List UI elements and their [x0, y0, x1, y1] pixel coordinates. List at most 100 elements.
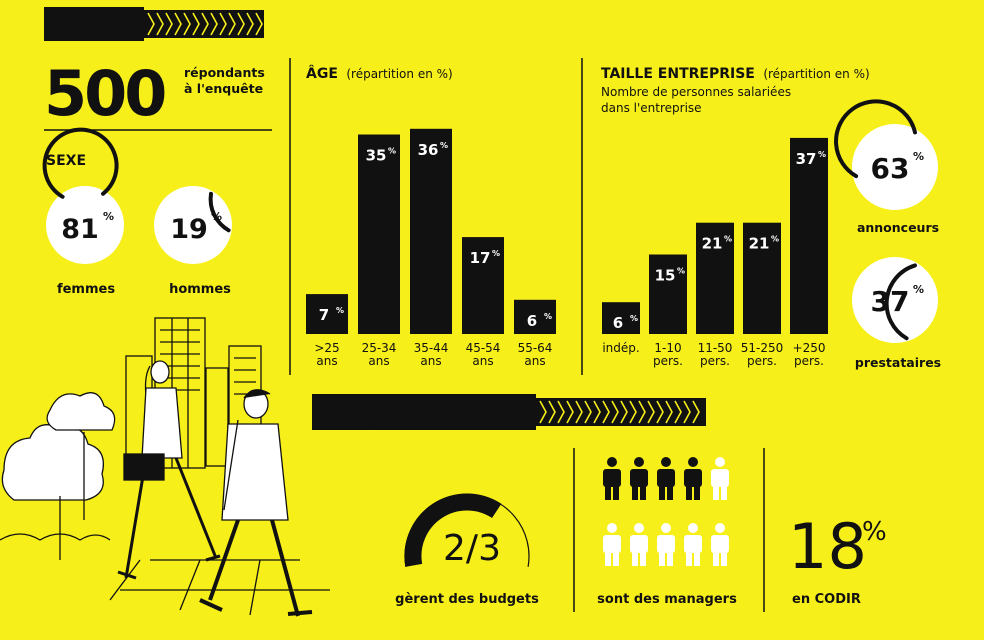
- track2-tread-12: [647, 400, 655, 424]
- age-tick-label-2-1: ans: [420, 354, 441, 368]
- age-tick-label-3-0: 45-54: [466, 341, 501, 355]
- track1-tread-3: [174, 12, 182, 36]
- age-bar-label-1: 35: [366, 147, 387, 165]
- budgets-value: 2/3: [443, 528, 501, 569]
- track2-tread-10: [629, 400, 637, 424]
- men-donut: 19 %: [154, 186, 232, 264]
- size-tick-label-2-0: 11-50: [698, 341, 733, 355]
- track1-tread-6: [201, 12, 209, 36]
- advertisers-donut-arc: [834, 99, 917, 179]
- age-chart-subtitle: (répartition en %): [346, 67, 452, 81]
- track1-tread-9: [228, 12, 236, 36]
- track1-tread-10: [237, 12, 245, 36]
- women-label: femmes: [57, 282, 115, 297]
- advertisers-percent-sign: %: [913, 150, 924, 163]
- person-icon-1-0: [603, 523, 621, 566]
- women-percent-value: 81: [61, 214, 99, 245]
- person-icon-1-1: [630, 523, 648, 566]
- men-label: hommes: [169, 282, 231, 297]
- providers-percent-value: 37: [871, 285, 910, 318]
- track1-tread-0: [147, 12, 155, 36]
- track2-tread-5: [584, 400, 592, 424]
- size-bar-label-3: 21: [749, 235, 770, 253]
- managers-pictogram: [603, 457, 729, 566]
- size-bar-label-0: 6: [613, 314, 623, 332]
- person-icon-1-4: [711, 523, 729, 566]
- track1-tread-5: [192, 12, 200, 36]
- track2-tread-1: [548, 400, 556, 424]
- size-chart-title-main: TAILLE ENTREPRISE: [601, 66, 755, 82]
- track2-tread-7: [602, 400, 610, 424]
- track2-tread-8: [611, 400, 619, 424]
- size-bar-unit-4: %: [818, 150, 826, 159]
- track2-tread-3: [566, 400, 574, 424]
- providers-donut-disc: [852, 257, 938, 343]
- track1-band: [144, 10, 264, 38]
- size-tick-label-3-0: 51-250: [741, 341, 784, 355]
- person-icon-0-1: [630, 457, 648, 500]
- providers-donut: 37 %: [852, 257, 938, 343]
- age-tick-label-4-1: ans: [524, 354, 545, 368]
- man-walking-illustration: [199, 389, 313, 617]
- city-illustration: [0, 317, 330, 617]
- person-icon-1-3: [684, 523, 702, 566]
- age-bar-unit-1: %: [388, 147, 396, 156]
- person-icon-0-0: [603, 457, 621, 500]
- age-bar-3: [462, 237, 504, 334]
- person-icon-1-2: [657, 523, 675, 566]
- track2-tread-15: [674, 400, 682, 424]
- advertisers-donut-disc: [852, 124, 938, 210]
- track2-tread-4: [575, 400, 583, 424]
- size-bar-4: [790, 137, 828, 334]
- track1-tread-2: [165, 12, 173, 36]
- tire-track-decoration: [144, 10, 264, 38]
- profil-title-bar: [44, 7, 144, 41]
- sexe-title: SEXE: [46, 153, 86, 169]
- size-tick-label-1-0: 1-10: [654, 341, 681, 355]
- size-tick-label-4-0: +250: [793, 341, 826, 355]
- respondents-label-line2: à l'enquête: [184, 81, 263, 96]
- age-bar-0: [306, 294, 348, 334]
- track2-tread-11: [638, 400, 646, 424]
- track1-tread-1: [156, 12, 164, 36]
- responsibilities-title: Responsabilités: [324, 402, 520, 427]
- woman-walking-illustration: [117, 360, 221, 580]
- size-chart-note-line2: dans l'entreprise: [601, 101, 702, 115]
- men-percent-value: 19: [170, 214, 208, 245]
- age-bar-unit-4: %: [544, 312, 552, 321]
- person-icon-0-3: [684, 457, 702, 500]
- track1-tread-4: [183, 12, 191, 36]
- age-bar-2: [410, 128, 452, 334]
- age-chart-title-main: ÂGE: [306, 65, 338, 82]
- track2-tread-13: [656, 400, 664, 424]
- track2-tread-6: [593, 400, 601, 424]
- age-bar-label-4: 6: [527, 312, 537, 330]
- managers-label: sont des managers: [597, 592, 737, 607]
- track1-tread-8: [219, 12, 227, 36]
- size-bar-label-2: 21: [702, 235, 723, 253]
- responsibilities-title-bar: [312, 394, 536, 430]
- track2-tread-17: [692, 400, 700, 424]
- size-bar-unit-1: %: [677, 267, 685, 276]
- size-tick-label-2-1: pers.: [700, 354, 730, 368]
- profil-header: Profil: [44, 7, 264, 41]
- respondents-label-line1: répondants: [184, 65, 265, 80]
- age-bar-1: [358, 134, 400, 334]
- size-tick-label-0-0: indép.: [602, 341, 639, 355]
- age-tick-label-0-1: ans: [316, 354, 337, 368]
- codir-value: 18: [788, 510, 867, 583]
- track2-tread-2: [557, 400, 565, 424]
- size-chart-note-line1: Nombre de personnes salariées: [601, 85, 791, 99]
- size-bar-unit-3: %: [771, 235, 779, 244]
- men-donut-arc: [208, 191, 231, 233]
- advertisers-label: annonceurs: [857, 220, 939, 235]
- size-tick-label-4-1: pers.: [794, 354, 824, 368]
- size-bar-2: [696, 222, 734, 334]
- size-bar-0: [602, 302, 640, 334]
- person-icon-0-4: [711, 457, 729, 500]
- age-tick-label-3-1: ans: [472, 354, 493, 368]
- women-donut-arc: [42, 127, 119, 199]
- track2-tread-0: [539, 400, 547, 424]
